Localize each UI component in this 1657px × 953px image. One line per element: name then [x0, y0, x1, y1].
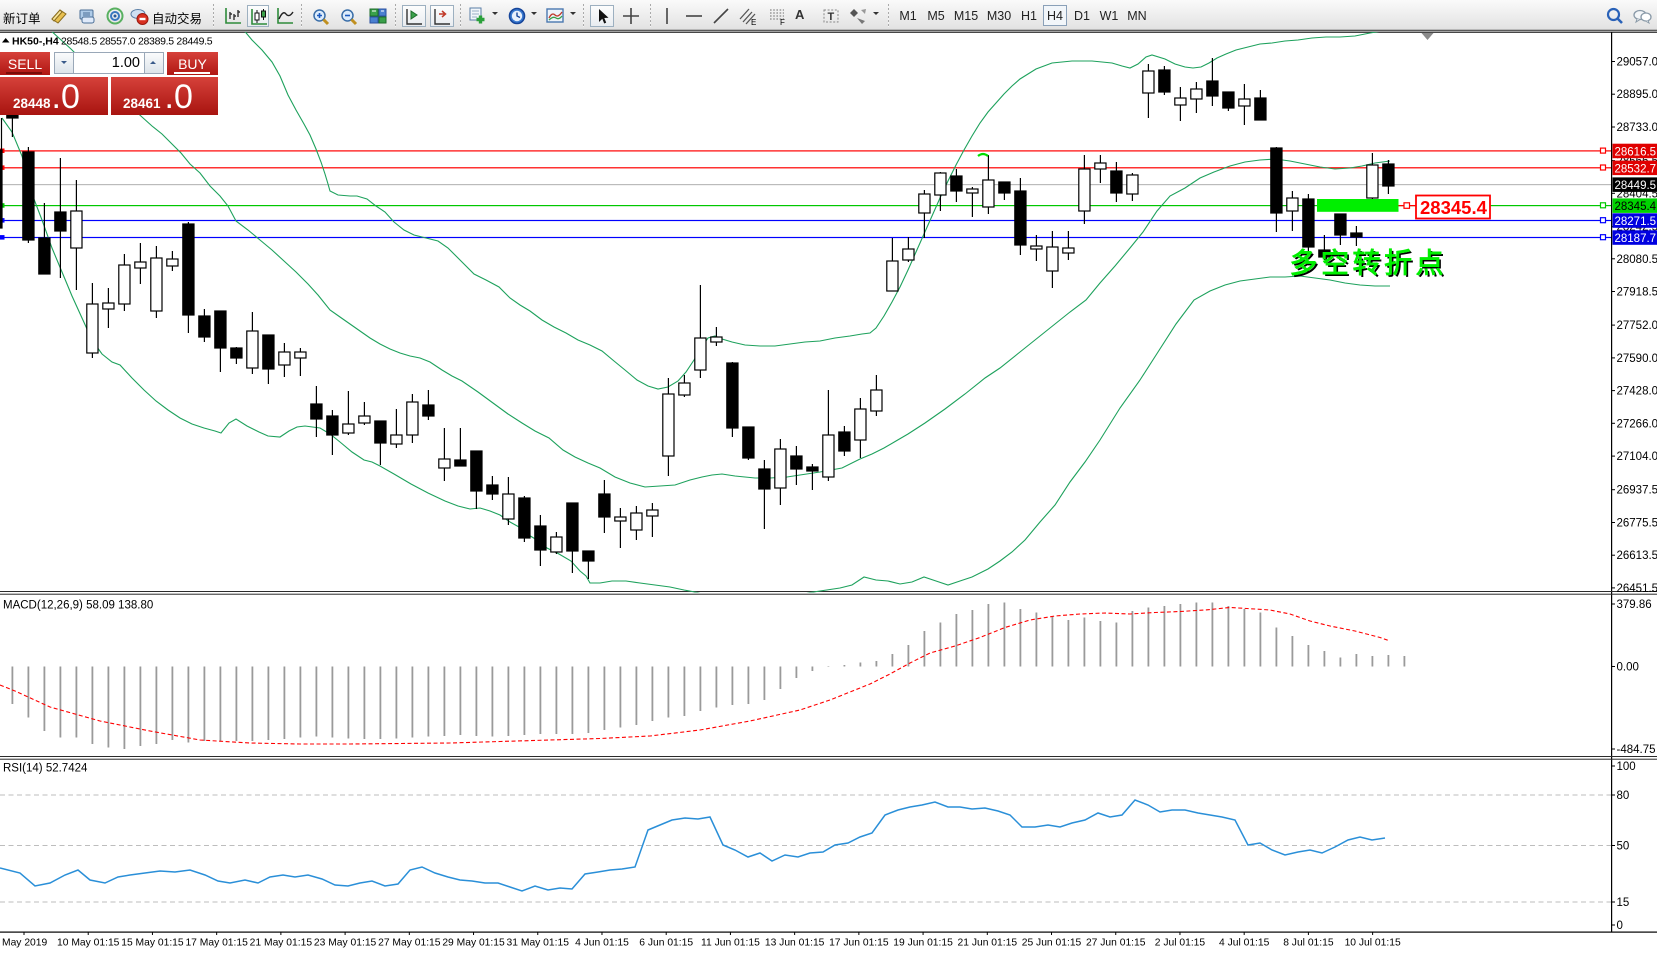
svg-text:May 2019: May 2019: [2, 938, 47, 949]
svg-text:27918.5: 27918.5: [1617, 287, 1657, 299]
svg-text:27266.0: 27266.0: [1617, 418, 1657, 430]
svg-text:379.86: 379.86: [1617, 599, 1652, 611]
svg-text:28345.4: 28345.4: [1420, 197, 1488, 218]
svg-text:0.00: 0.00: [1617, 662, 1639, 674]
svg-text:27 May 01:15: 27 May 01:15: [378, 938, 441, 949]
svg-text:17 Jun 01:15: 17 Jun 01:15: [829, 938, 889, 949]
svg-text:19 Jun 01:15: 19 Jun 01:15: [893, 938, 953, 949]
svg-text:28895.0: 28895.0: [1617, 89, 1657, 101]
svg-text:31 May 01:15: 31 May 01:15: [507, 938, 570, 949]
svg-text:MACD(12,26,9) 58.09 138.80: MACD(12,26,9) 58.09 138.80: [3, 600, 153, 612]
svg-text:27 Jun 01:15: 27 Jun 01:15: [1086, 938, 1146, 949]
svg-text:28271.5: 28271.5: [1615, 216, 1657, 228]
svg-text:10 May 01:15: 10 May 01:15: [57, 938, 120, 949]
svg-text:28733.0: 28733.0: [1617, 122, 1657, 134]
svg-text:21 Jun 01:15: 21 Jun 01:15: [958, 938, 1018, 949]
svg-text:28449.5: 28449.5: [1615, 180, 1657, 192]
svg-text:23 May 01:15: 23 May 01:15: [314, 938, 377, 949]
svg-text:8 Jul 01:15: 8 Jul 01:15: [1283, 938, 1334, 949]
svg-text:26937.5: 26937.5: [1617, 485, 1657, 497]
svg-text:21 May 01:15: 21 May 01:15: [250, 938, 313, 949]
svg-text:0: 0: [1617, 920, 1623, 932]
svg-text:2 Jul 01:15: 2 Jul 01:15: [1155, 938, 1206, 949]
svg-text:多空转折点: 多空转折点: [1290, 248, 1448, 279]
svg-text:RSI(14) 52.7424: RSI(14) 52.7424: [3, 763, 88, 775]
svg-text:E: E: [751, 18, 756, 27]
svg-text:15 May 01:15: 15 May 01:15: [121, 938, 184, 949]
svg-text:50: 50: [1617, 841, 1630, 853]
svg-text:多空转折点: 多空转折点: [1292, 250, 1450, 281]
svg-text:T: T: [828, 11, 835, 23]
svg-text:27428.0: 27428.0: [1617, 386, 1657, 398]
svg-text:25 Jun 01:15: 25 Jun 01:15: [1022, 938, 1082, 949]
svg-text:4 Jun 01:15: 4 Jun 01:15: [575, 938, 629, 949]
svg-text:17 May 01:15: 17 May 01:15: [185, 938, 248, 949]
svg-text:29 May 01:15: 29 May 01:15: [442, 938, 505, 949]
svg-text:4 Jul 01:15: 4 Jul 01:15: [1219, 938, 1270, 949]
svg-text:28345.4: 28345.4: [1615, 201, 1657, 213]
svg-text:100: 100: [1617, 761, 1636, 773]
svg-text:26451.5: 26451.5: [1617, 583, 1657, 595]
svg-text:29057.0: 29057.0: [1617, 57, 1657, 69]
svg-text:26613.5: 26613.5: [1617, 550, 1657, 562]
svg-text:27590.0: 27590.0: [1617, 353, 1657, 365]
svg-text:26775.5: 26775.5: [1617, 518, 1657, 530]
svg-text:28532.7: 28532.7: [1615, 163, 1657, 175]
svg-text:28548.5 28557.0 28389.5 28449.: 28548.5 28557.0 28389.5 28449.5: [61, 36, 213, 48]
svg-text:F: F: [780, 18, 785, 27]
svg-text:-484.75: -484.75: [1617, 744, 1656, 756]
svg-text:27104.0: 27104.0: [1617, 451, 1657, 463]
svg-text:28616.5: 28616.5: [1615, 147, 1657, 159]
svg-text:28187.7: 28187.7: [1615, 233, 1657, 245]
svg-text:6 Jun 01:15: 6 Jun 01:15: [639, 938, 693, 949]
svg-text:13 Jun 01:15: 13 Jun 01:15: [765, 938, 825, 949]
svg-text:11 Jun 01:15: 11 Jun 01:15: [701, 938, 760, 949]
svg-text:28080.5: 28080.5: [1617, 254, 1657, 266]
svg-text:10 Jul 01:15: 10 Jul 01:15: [1345, 938, 1401, 949]
svg-text:27752.0: 27752.0: [1617, 320, 1657, 332]
svg-text:80: 80: [1617, 790, 1630, 802]
svg-text:HK50-,H4: HK50-,H4: [12, 36, 59, 48]
svg-text:15: 15: [1617, 897, 1630, 909]
